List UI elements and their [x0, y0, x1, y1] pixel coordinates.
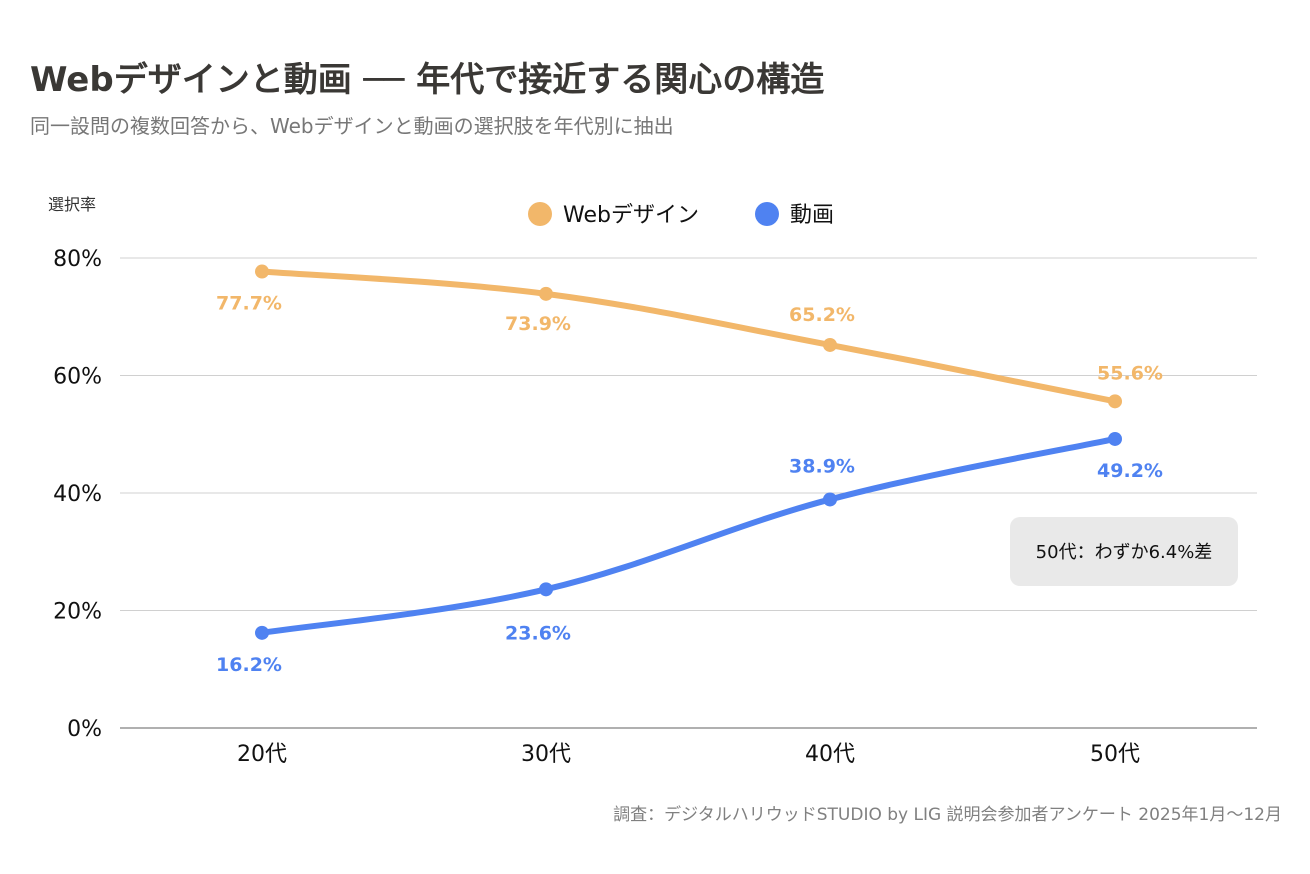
- data-point-web-design: [823, 337, 837, 352]
- data-point-video: [823, 492, 837, 507]
- annotation-box: [1010, 517, 1238, 586]
- source-note: 調査：デジタルハリウッドSTUDIO by LIG 説明会参加者アンケート 20…: [613, 805, 1282, 825]
- annotation: 50代：わずか6.4%差: [1010, 517, 1238, 586]
- chart-subtitle: 同一設問の複数回答から、Webデザインと動画の選択肢を年代別に抽出: [30, 114, 674, 138]
- x-tick-label: 30代: [521, 742, 571, 767]
- y-tick-label: 80%: [53, 247, 102, 272]
- data-label-video: 16.2%: [216, 654, 282, 676]
- data-label-video: 49.2%: [1097, 460, 1163, 482]
- data-point-video: [1108, 431, 1122, 446]
- data-label-video: 38.9%: [789, 455, 855, 477]
- y-tick-label: 0%: [67, 717, 102, 742]
- series-line-video: [259, 435, 1118, 636]
- data-point-video: [255, 625, 269, 640]
- data-label-web-design: 77.7%: [216, 293, 282, 315]
- legend-label-web-design: Webデザイン: [563, 203, 699, 228]
- y-tick-label: 40%: [53, 482, 102, 507]
- x-tick-label: 20代: [237, 742, 287, 767]
- legend-label-video: 動画: [790, 203, 834, 228]
- legend: Webデザイン 動画: [528, 202, 834, 228]
- data-point-web-design: [539, 286, 553, 301]
- data-point-video: [539, 582, 553, 597]
- y-tick-label: 60%: [53, 365, 102, 390]
- x-tick-label: 40代: [805, 742, 855, 767]
- data-label-web-design: 73.9%: [505, 313, 571, 335]
- series-line-web-design: [259, 268, 1118, 405]
- chart-title: Webデザインと動画 ── 年代で接近する関心の構造: [30, 60, 825, 100]
- y-tick-label: 20%: [53, 600, 102, 625]
- data-point-web-design: [255, 264, 269, 279]
- legend-marker-web-design: [528, 202, 552, 226]
- data-label-web-design: 55.6%: [1097, 362, 1163, 384]
- data-label-web-design: 65.2%: [789, 304, 855, 326]
- legend-marker-video: [755, 202, 779, 226]
- annotation-text: 50代：わずか6.4%差: [1036, 542, 1213, 563]
- data-point-web-design: [1108, 394, 1122, 409]
- y-axis-title: 選択率: [48, 195, 96, 214]
- x-tick-label: 50代: [1090, 742, 1140, 767]
- data-label-video: 23.6%: [505, 622, 571, 644]
